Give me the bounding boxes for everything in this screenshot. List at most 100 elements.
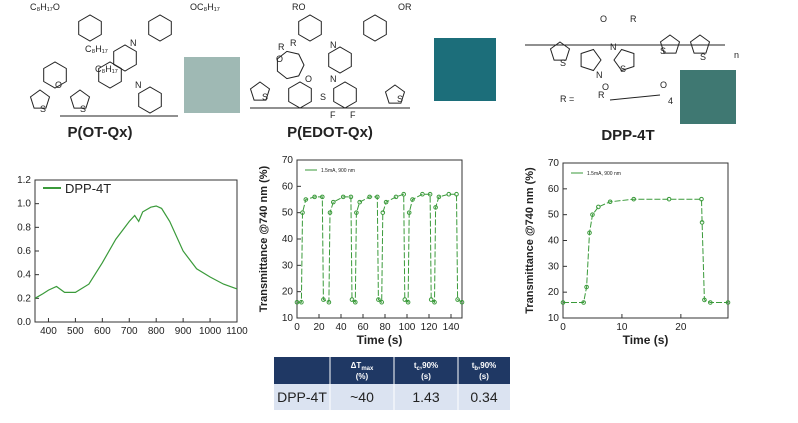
data-point <box>402 297 408 302</box>
atom-label: N <box>610 42 617 52</box>
atom-label: N <box>596 70 603 80</box>
bond-ring <box>43 61 67 89</box>
x-tick-label: 1000 <box>199 326 222 337</box>
data-point <box>725 300 731 305</box>
bond-ring <box>298 14 322 42</box>
x-tick-label: 600 <box>94 326 111 337</box>
y-tick-label: 0.8 <box>17 222 31 233</box>
bond-ring <box>363 14 387 42</box>
bond-ring <box>113 44 137 72</box>
header-unit: (%) <box>356 372 369 381</box>
atom-label: O <box>660 80 667 90</box>
y-tick-label: 0.0 <box>17 317 31 328</box>
y-tick-label: 0.4 <box>17 270 31 281</box>
header-sub: b <box>474 366 478 372</box>
atom-label: OC₈H₁₇ <box>190 2 220 12</box>
x-axis-label: Time (s) <box>623 333 669 347</box>
atom-label: C₈H₁₇ <box>95 64 118 74</box>
data-point <box>300 210 305 215</box>
structure-name: DPP-4T <box>601 127 654 144</box>
atom-label: S <box>40 104 46 114</box>
atom-label: O <box>276 54 283 64</box>
table-cell: 1.43 <box>412 389 439 405</box>
data-point <box>584 284 589 290</box>
data-point <box>631 196 637 202</box>
atom-label: R <box>290 38 297 48</box>
legend-label: 1.5mA, 900 nm <box>321 168 355 174</box>
header-unit: (s) <box>479 372 489 381</box>
data-point <box>587 230 592 236</box>
atom-label: F <box>350 110 356 120</box>
atom-label: N <box>130 38 137 48</box>
structure-name: P(OT-Qx) <box>67 124 132 141</box>
header-cell: ΔTmax <box>351 361 374 372</box>
atom-label: O <box>305 74 312 84</box>
y-axis-label: Transmittance @740 nm (%) <box>258 165 270 312</box>
header-main: t <box>414 361 417 370</box>
bond-ring <box>249 81 271 101</box>
y-tick-label: 0.6 <box>17 246 31 257</box>
header-cell: tb,90% <box>472 361 497 372</box>
y-tick-label: 50 <box>282 208 294 219</box>
atom-label: C₈H₁₇O <box>30 2 60 12</box>
bond-ring <box>78 14 102 42</box>
data-point <box>379 299 385 305</box>
y-tick-label: 20 <box>282 287 294 298</box>
legend-label: 1.5mA, 900 nm <box>587 171 621 177</box>
x-tick-label: 20 <box>313 322 325 333</box>
x-tick-label: 800 <box>148 326 165 337</box>
data-point <box>432 299 437 305</box>
data-point <box>590 212 595 217</box>
atom-label: R <box>598 90 605 100</box>
data-point <box>320 194 325 200</box>
y-tick-label: 10 <box>548 313 560 324</box>
atom-label: O <box>55 80 62 90</box>
atom-label: S <box>397 94 403 104</box>
data-point <box>405 299 411 305</box>
x-tick-label: 0 <box>294 322 300 333</box>
data-point <box>312 194 317 200</box>
table-cell: DPP-4T <box>277 389 327 405</box>
bond <box>609 94 661 101</box>
x-tick-label: 1100 <box>226 326 248 337</box>
data-point <box>327 210 333 215</box>
y-axis-label: Transmittance @740 nm (%) <box>524 167 536 314</box>
header-sub: max <box>361 366 374 372</box>
bond-ring <box>549 41 571 61</box>
data-point <box>393 194 399 200</box>
x-tick-label: 400 <box>40 326 57 337</box>
data-point <box>406 210 412 215</box>
atom-label: S <box>620 64 626 74</box>
data-point <box>699 220 705 225</box>
bond-ring <box>148 14 172 42</box>
x-tick-label: 100 <box>399 322 416 333</box>
data-point <box>666 196 672 202</box>
data-point <box>303 197 309 202</box>
y-tick-label: 60 <box>548 184 560 195</box>
y-tick-label: 0.2 <box>17 293 31 304</box>
x-tick-label: 500 <box>67 326 84 337</box>
table-header <box>274 357 510 384</box>
x-tick-label: 0 <box>560 322 566 333</box>
data-point <box>367 194 372 200</box>
table-cell: 0.34 <box>470 389 497 405</box>
data-point <box>702 297 707 303</box>
y-tick-label: 50 <box>548 210 560 221</box>
data-point <box>446 191 452 197</box>
bond-ring <box>138 86 162 114</box>
data-point <box>455 297 460 302</box>
data-point <box>560 300 566 305</box>
atom-label: S <box>560 58 566 68</box>
atom-label: S <box>262 92 268 102</box>
header-rest: ,90% <box>478 361 496 370</box>
data-point <box>294 299 300 305</box>
data-point <box>459 299 465 305</box>
bond-ring <box>613 48 635 72</box>
data-point <box>454 191 459 197</box>
atom-label: O <box>600 14 607 24</box>
data-point <box>340 194 346 200</box>
bond-ring <box>580 48 602 72</box>
data-line <box>34 205 238 299</box>
bond-ring <box>29 89 51 109</box>
